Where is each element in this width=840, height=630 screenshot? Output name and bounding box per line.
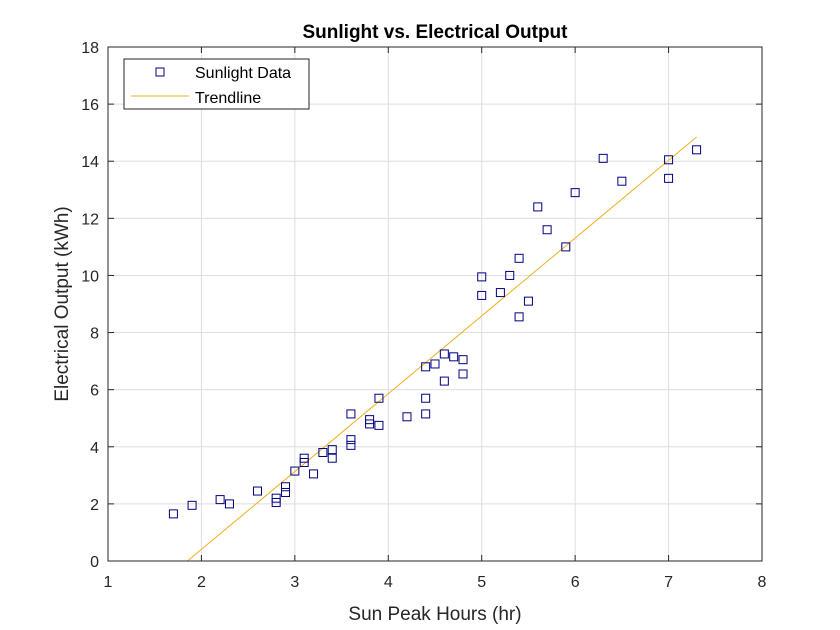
data-point [215,495,225,505]
chart-title: Sunlight vs. Electrical Output [303,22,569,43]
data-point [281,482,291,492]
data-point [252,486,262,496]
data-point [477,272,487,282]
legend-label-trendline: Trendline [195,90,261,107]
y-tick-label: 12 [81,211,99,228]
x-tick-label: 3 [290,574,299,591]
data-point [495,288,505,298]
data-point [346,409,356,419]
trendline-layer [187,136,697,562]
data-point [570,188,580,198]
data-point [374,393,384,403]
y-tick-label: 6 [90,383,99,400]
data-point [533,202,543,212]
data-point [692,145,702,155]
data-point [421,409,431,419]
data-point [664,155,674,165]
data-point [318,447,328,457]
y-tick-label: 14 [81,154,99,171]
data-point [299,453,309,463]
data-point [290,466,300,476]
legend-label-sunlight-data: Sunlight Data [195,65,291,82]
grid [108,47,762,561]
y-tick-label: 10 [81,268,99,285]
y-tick-label: 16 [81,97,99,114]
data-point [617,176,627,186]
data-point [664,173,674,183]
x-tick-label: 5 [477,574,486,591]
x-axis-label: Sun Peak Hours (hr) [348,604,521,625]
x-tick-label: 1 [104,574,113,591]
data-point [458,369,468,379]
x-tick-label: 8 [758,574,767,591]
plot-area [108,47,762,561]
data-point [598,153,608,163]
data-point [449,352,459,362]
y-tick-label: 2 [90,497,99,514]
data-point [421,393,431,403]
data-point [365,415,375,425]
y-tick-label: 0 [90,554,99,571]
data-point [271,493,281,503]
data-point [402,412,412,422]
data-point [514,253,524,263]
x-tick-label: 7 [664,574,673,591]
legend: Sunlight Data Trendline [123,58,310,110]
scatter-points [168,145,702,519]
data-point [421,362,431,372]
data-point [327,453,337,463]
data-point [505,270,515,280]
data-point [477,290,487,300]
x-tick-label: 6 [571,574,580,591]
data-point [439,349,449,359]
y-axis-label: Electrical Output (kWh) [52,206,73,401]
legend-box [123,58,310,110]
data-point [309,469,319,479]
data-point [187,500,197,510]
data-point [346,435,356,445]
x-tick-label: 2 [197,574,206,591]
y-tick-label: 8 [90,326,99,343]
data-point [514,312,524,322]
data-point [430,359,440,369]
data-point [542,225,552,235]
legend-marker-square-icon [155,67,165,77]
data-point [561,242,571,252]
y-tick-label: 18 [81,40,99,57]
data-point [458,355,468,365]
x-tick-label: 4 [384,574,393,591]
plot-frame [107,46,763,562]
data-point [374,420,384,430]
trendline [187,136,697,562]
y-tick-label: 4 [90,440,99,457]
data-point [327,445,337,455]
data-point [224,499,234,509]
data-point [439,376,449,386]
data-point [346,440,356,450]
data-point [168,509,178,519]
data-point [281,487,291,497]
data-point [523,296,533,306]
